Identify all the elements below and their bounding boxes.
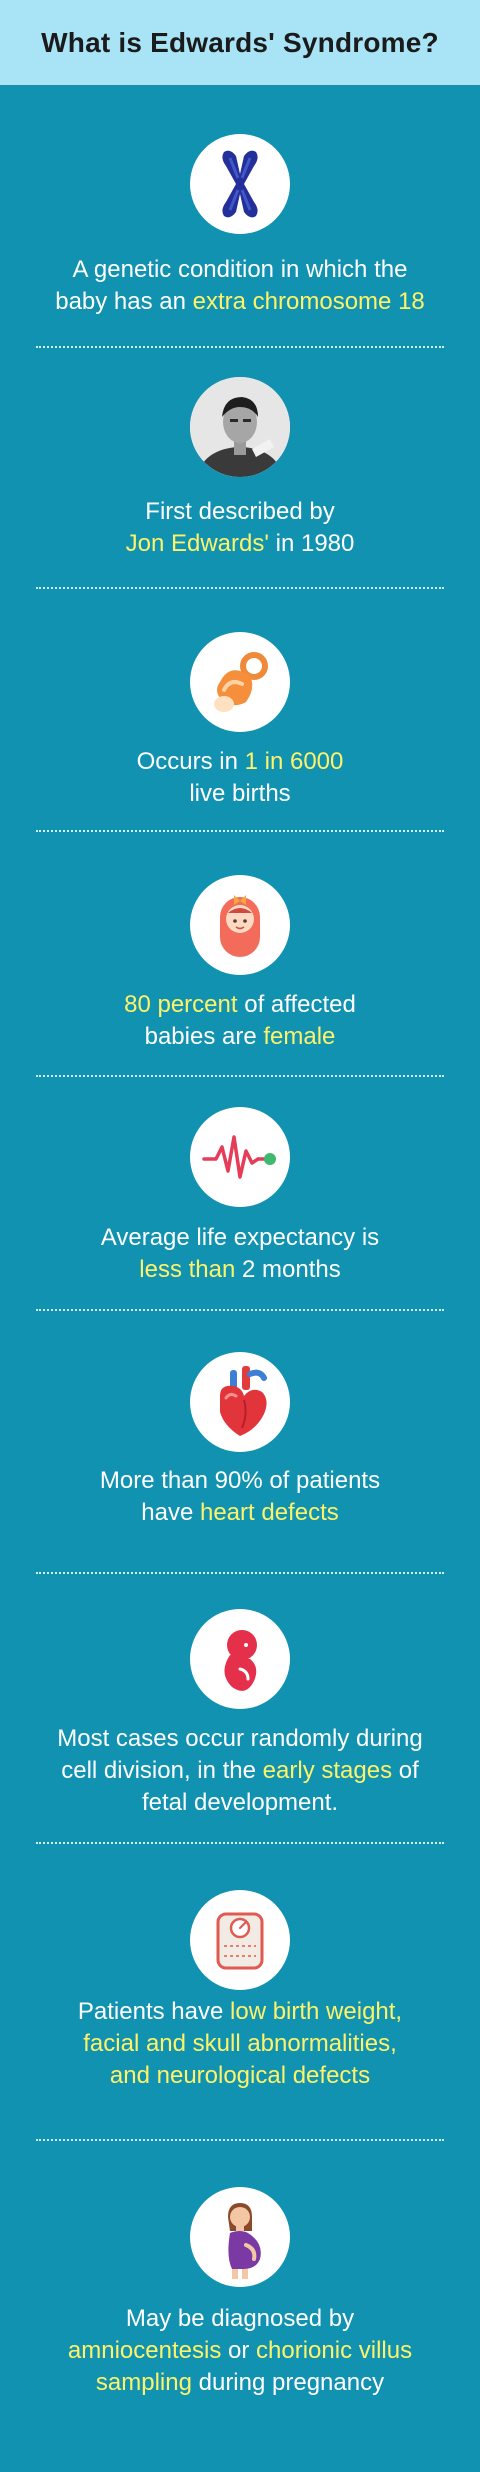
fact-text: Average life expectancy is less than 2 m…: [0, 1222, 480, 1286]
fact-text-segment: of affected: [237, 991, 356, 1018]
highlighted-text: extra chromosome 18: [192, 288, 425, 315]
fact-text-segment: Patients have: [77, 1998, 231, 2025]
weighing-scale-icon: [190, 1890, 290, 1990]
highlighted-text: early stages: [262, 1757, 393, 1784]
fact-text-segment: May be diagnosed by: [125, 2305, 355, 2332]
highlighted-text: less than: [139, 1256, 236, 1283]
highlighted-text: Jon Edwards': [125, 530, 269, 557]
fact-text: Patients have low birth weight, facial a…: [0, 1996, 480, 2092]
dotted-divider: [36, 830, 444, 832]
fact-text: Most cases occur randomly during cell di…: [0, 1723, 480, 1819]
fact-text-segment: First described by: [145, 498, 335, 525]
highlighted-text: 80 percent: [124, 991, 238, 1018]
highlighted-text: 1 in 6000: [244, 748, 344, 775]
fact-text-segment: baby has an: [55, 288, 193, 315]
pacifier-icon: [190, 632, 290, 732]
fact-text: A genetic condition in which the baby ha…: [0, 254, 480, 318]
fact-text-segment: Most cases occur randomly during: [57, 1725, 423, 1752]
heartbeat-line-icon: [190, 1107, 290, 1207]
dotted-divider: [36, 2139, 444, 2141]
pregnant-woman-icon: [190, 2187, 290, 2287]
fact-text-segment: A genetic condition in which the: [72, 256, 408, 283]
baby-icon: [190, 875, 290, 975]
fact-text-segment: of: [392, 1757, 419, 1784]
highlighted-text: and neurological defects: [109, 2062, 371, 2089]
page-title: What is Edwards' Syndrome?: [41, 26, 439, 58]
facts-panel: A genetic condition in which the baby ha…: [0, 85, 480, 2472]
fact-text-segment: fetal development.: [141, 1789, 339, 1816]
dotted-divider: [36, 587, 444, 589]
fact-text-segment: More than 90% of patients: [99, 1467, 381, 1494]
fact-text: 80 percent of affected babies are female: [0, 989, 480, 1053]
dotted-divider: [36, 346, 444, 348]
dotted-divider: [36, 1309, 444, 1311]
highlighted-text: sampling: [95, 2369, 192, 2396]
highlighted-text: chorionic villus: [256, 2337, 413, 2364]
highlighted-text: low birth weight,: [230, 1998, 403, 2025]
fact-text-segment: live births: [189, 780, 291, 807]
dotted-divider: [36, 1572, 444, 1574]
fact-text: More than 90% of patients have heart def…: [0, 1465, 480, 1529]
fact-text-segment: Occurs in: [136, 748, 245, 775]
dotted-divider: [36, 1842, 444, 1844]
highlighted-text: facial and skull abnormalities,: [83, 2030, 397, 2057]
fact-text-segment: or: [221, 2337, 257, 2364]
fact-text-segment: babies are: [144, 1023, 264, 1050]
fact-text: Occurs in 1 in 6000 live births: [0, 746, 480, 810]
chromosome-icon: [190, 134, 290, 234]
fact-text: May be diagnosed by amniocentesis or cho…: [0, 2303, 480, 2399]
highlighted-text: female: [263, 1023, 336, 1050]
fact-text-segment: 2 months: [235, 1256, 341, 1283]
fetus-icon: [190, 1609, 290, 1709]
header-banner: What is Edwards' Syndrome?: [0, 0, 480, 85]
fact-text-segment: have: [141, 1499, 200, 1526]
highlighted-text: amniocentesis: [67, 2337, 222, 2364]
fact-text: First described by Jon Edwards' in 1980: [0, 496, 480, 560]
portrait-photo: [190, 377, 290, 477]
fact-text-segment: during pregnancy: [191, 2369, 385, 2396]
heart-organ-icon: [190, 1352, 290, 1452]
fact-text-segment: cell division, in the: [61, 1757, 263, 1784]
fact-text-segment: in 1980: [268, 530, 355, 557]
dotted-divider: [36, 1075, 444, 1077]
highlighted-text: heart defects: [199, 1499, 339, 1526]
fact-text-segment: Average life expectancy is: [100, 1224, 380, 1251]
